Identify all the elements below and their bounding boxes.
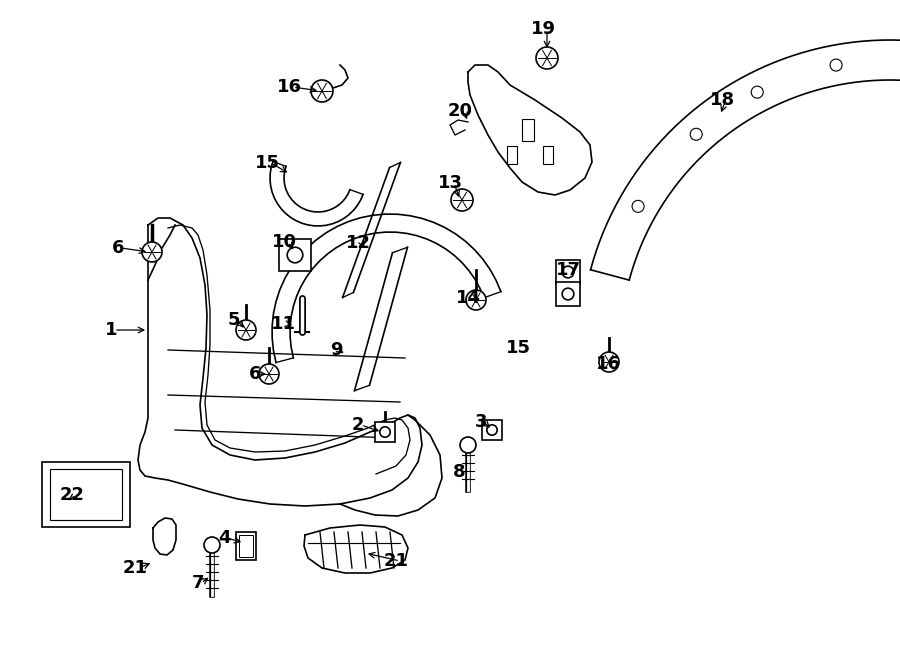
Text: 6: 6 [112, 239, 124, 257]
Bar [50, 469, 122, 520]
Circle shape [562, 288, 574, 300]
Text: 18: 18 [710, 91, 735, 109]
Circle shape [690, 128, 702, 140]
Circle shape [599, 352, 619, 372]
Text: 15: 15 [506, 339, 531, 357]
Circle shape [487, 425, 497, 435]
Circle shape [259, 364, 279, 384]
Text: 7: 7 [192, 574, 204, 592]
Text: 4: 4 [218, 529, 230, 547]
Polygon shape [272, 214, 501, 362]
Circle shape [287, 247, 302, 263]
Polygon shape [153, 518, 176, 555]
Polygon shape [468, 65, 592, 195]
Circle shape [311, 80, 333, 102]
Text: 11: 11 [271, 315, 296, 333]
Bar [374, 422, 395, 442]
Circle shape [752, 86, 763, 98]
Text: 2: 2 [352, 416, 365, 434]
Bar [42, 462, 130, 527]
Bar [543, 146, 553, 164]
Text: 16: 16 [277, 78, 302, 96]
Text: 5: 5 [228, 311, 240, 329]
Text: 6: 6 [249, 365, 262, 383]
Text: 19: 19 [531, 20, 556, 38]
Bar [556, 260, 580, 284]
Polygon shape [270, 161, 363, 226]
Circle shape [204, 537, 220, 553]
Text: 10: 10 [272, 233, 297, 251]
Circle shape [536, 47, 558, 69]
Circle shape [830, 59, 842, 71]
Bar [236, 532, 256, 560]
Bar [482, 420, 502, 440]
Circle shape [466, 290, 486, 310]
Circle shape [451, 189, 473, 211]
Text: 17: 17 [556, 261, 581, 279]
Bar [522, 119, 534, 141]
Text: 9: 9 [330, 341, 343, 359]
Circle shape [142, 242, 162, 262]
Text: 13: 13 [438, 174, 463, 192]
Bar [239, 535, 253, 557]
Text: 1: 1 [105, 321, 118, 339]
Text: 8: 8 [453, 463, 465, 481]
Polygon shape [355, 247, 408, 391]
Text: 12: 12 [346, 234, 371, 252]
Text: 16: 16 [596, 355, 621, 373]
Bar [279, 239, 310, 270]
Circle shape [562, 266, 574, 278]
Circle shape [236, 320, 256, 340]
Text: 15: 15 [255, 154, 280, 172]
Circle shape [460, 437, 476, 453]
Text: 20: 20 [448, 102, 473, 120]
Text: 21: 21 [123, 559, 148, 577]
Polygon shape [590, 40, 900, 280]
Polygon shape [343, 163, 400, 297]
Polygon shape [304, 525, 408, 573]
Polygon shape [138, 218, 422, 506]
Bar [556, 282, 580, 305]
Text: 3: 3 [475, 413, 488, 431]
Text: 21: 21 [384, 552, 409, 570]
Text: 22: 22 [60, 486, 85, 504]
Text: 14: 14 [456, 289, 481, 307]
Circle shape [632, 200, 644, 212]
Circle shape [380, 427, 391, 437]
Bar [507, 146, 517, 164]
